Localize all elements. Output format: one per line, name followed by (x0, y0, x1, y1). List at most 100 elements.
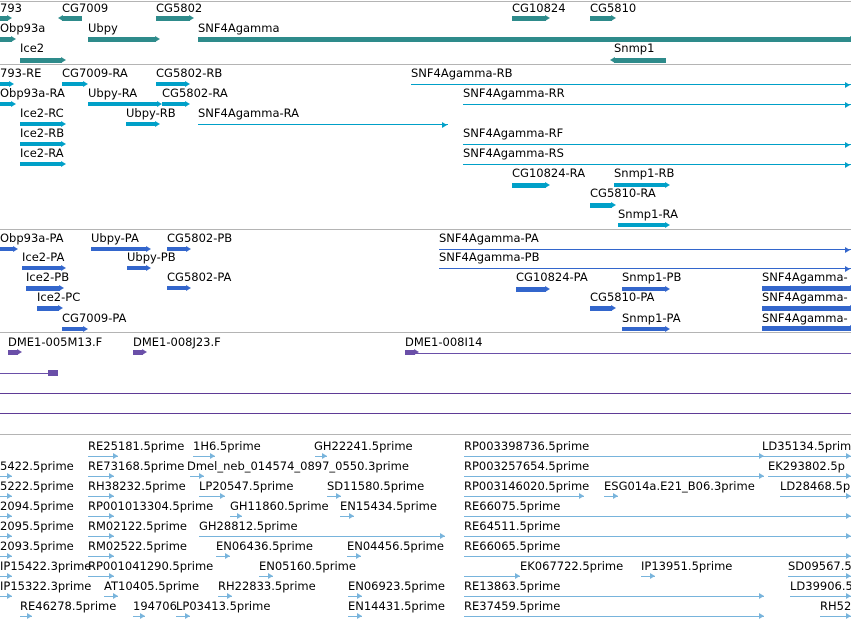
est-label[interactable]: IP13951.5prime (641, 559, 733, 573)
transcript-feature[interactable] (0, 82, 10, 86)
est-feature-line[interactable] (133, 616, 145, 617)
est-label[interactable]: 194706 (133, 599, 177, 613)
gene-feature[interactable] (62, 16, 82, 21)
est-feature-line[interactable] (780, 496, 851, 497)
transcript-label[interactable]: CG7009-RA (62, 66, 128, 80)
transcript-feature[interactable] (198, 124, 448, 125)
transcript-feature[interactable] (20, 162, 62, 166)
est-label[interactable]: LP20547.5prime (199, 479, 294, 493)
protein-label[interactable]: Obp93a-PA (0, 231, 64, 245)
transcript-label[interactable]: Ice2-RC (20, 106, 64, 120)
gene-feature[interactable] (614, 58, 666, 63)
protein-label[interactable]: CG5802-PA (167, 270, 232, 284)
est-feature-line[interactable] (88, 576, 114, 577)
est-feature-line[interactable] (464, 556, 851, 557)
est-feature-line[interactable] (0, 536, 12, 537)
est-feature-line[interactable] (327, 496, 341, 497)
protein-label[interactable]: Snmp1-PA (622, 311, 681, 325)
est-feature-line[interactable] (604, 496, 618, 497)
est-feature-line[interactable] (20, 616, 32, 617)
est-label[interactable]: LD35134.5prime (762, 439, 851, 453)
transcript-label[interactable]: Ubpy-RA (88, 86, 138, 100)
est-label[interactable]: RP001041290.5prime (88, 559, 214, 573)
est-feature-line[interactable] (0, 576, 12, 577)
est-label[interactable]: RE25181.5prime (88, 439, 185, 453)
est-label[interactable]: EN15434.5prime (340, 499, 437, 513)
est-feature-line[interactable] (820, 616, 851, 617)
gene-feature[interactable] (512, 16, 546, 21)
est-label[interactable]: GH28812.5prime (199, 519, 298, 533)
est-label[interactable]: 2095.5prime (0, 519, 74, 533)
est-label[interactable]: EK293802.5p (768, 459, 845, 473)
est-label[interactable]: RP003398736.5prime (464, 439, 590, 453)
protein-label[interactable]: SNF4Agamma- (762, 290, 848, 304)
est-feature-line[interactable] (464, 536, 851, 537)
est-feature-line[interactable] (230, 516, 242, 517)
gene-label[interactable]: CG10824 (512, 1, 566, 15)
protein-feature[interactable] (439, 249, 851, 250)
gene-label[interactable]: Snmp1 (614, 41, 655, 55)
transcript-feature[interactable] (62, 82, 84, 86)
clone-label[interactable]: DME1-008I14 (405, 335, 483, 349)
protein-label[interactable]: Ice2-PC (37, 290, 81, 304)
protein-label[interactable]: Ubpy-PA (91, 231, 139, 245)
protein-feature[interactable] (590, 306, 612, 311)
transcript-feature[interactable] (88, 102, 158, 106)
transcript-label[interactable]: CG5802-RB (156, 66, 223, 80)
protein-label[interactable]: SNF4Agamma-PB (439, 250, 540, 264)
gene-label[interactable]: CG5802 (156, 1, 203, 15)
gene-label[interactable]: Ubpy (88, 21, 118, 35)
protein-feature[interactable] (0, 247, 14, 251)
est-label[interactable]: LD39906.5 (790, 579, 851, 593)
est-label[interactable]: EN04456.5prime (347, 539, 444, 553)
gene-label[interactable]: 793 (0, 1, 22, 15)
protein-feature[interactable] (91, 247, 147, 251)
est-feature-line[interactable] (88, 556, 114, 557)
protein-feature[interactable] (26, 286, 60, 291)
est-label[interactable]: RE66075.5prime (464, 499, 561, 513)
est-feature-line[interactable] (88, 496, 114, 497)
gene-feature[interactable] (590, 16, 612, 21)
est-feature-line[interactable] (0, 516, 12, 517)
transcript-feature[interactable] (463, 144, 851, 145)
transcript-feature[interactable] (156, 82, 186, 86)
est-feature-line[interactable] (88, 456, 118, 457)
transcript-feature[interactable] (512, 183, 546, 188)
gene-feature[interactable] (0, 37, 12, 42)
est-feature-line[interactable] (0, 596, 12, 597)
gene-label[interactable]: SNF4Agamma (198, 21, 280, 35)
protein-label[interactable]: Ice2-PA (22, 250, 65, 264)
est-feature-line[interactable] (315, 456, 327, 457)
clone-label[interactable]: DME1-008J23.F (133, 335, 221, 349)
protein-feature[interactable] (762, 306, 851, 311)
est-feature-line[interactable] (88, 536, 114, 537)
est-feature-line[interactable] (340, 516, 354, 517)
est-label[interactable]: RM02522.5prime (88, 539, 187, 553)
protein-label[interactable]: Ice2-PB (26, 270, 70, 284)
clone-feature[interactable] (8, 350, 18, 355)
est-label[interactable]: IP15422.3prime (0, 559, 92, 573)
est-label[interactable]: GH11860.5prime (230, 499, 329, 513)
protein-label[interactable]: CG5802-PB (167, 231, 233, 245)
est-label[interactable]: ESG014a.E21_B06.3prime (604, 479, 755, 493)
transcript-feature[interactable] (0, 102, 12, 106)
transcript-feature[interactable] (411, 84, 851, 85)
gene-label[interactable]: Ice2 (20, 41, 45, 55)
est-feature-line[interactable] (464, 516, 851, 517)
transcript-feature[interactable] (463, 104, 851, 105)
est-label[interactable]: RE73168.5prime (88, 459, 185, 473)
est-feature-line[interactable] (464, 576, 520, 577)
est-label[interactable]: SD11580.5prime (327, 479, 425, 493)
transcript-feature[interactable] (614, 183, 666, 187)
est-feature-line[interactable] (464, 456, 764, 457)
transcript-label[interactable]: SNF4Agamma-RR (463, 86, 565, 100)
est-feature-line[interactable] (199, 496, 225, 497)
transcript-feature[interactable] (463, 164, 851, 165)
transcript-label[interactable]: Ubpy-RB (126, 106, 176, 120)
est-feature-line[interactable] (199, 536, 445, 537)
transcript-label[interactable]: CG10824-RA (512, 166, 586, 180)
est-feature-line[interactable] (464, 596, 764, 597)
est-label[interactable]: Dmel_neb_014574_0897_0550.3prime (187, 459, 409, 473)
clone-label[interactable]: DME1-005M13.F (8, 335, 103, 349)
